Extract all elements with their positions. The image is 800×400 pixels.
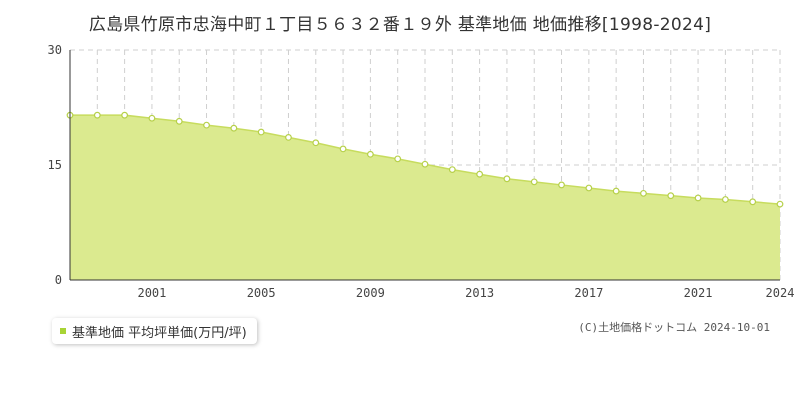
data-point [585,184,593,192]
x-tick-label: 2005 [247,286,276,300]
data-point [394,155,402,163]
data-point [203,121,210,129]
data-point [448,166,456,174]
x-tick-labels: 2001 2005 2009 2013 2017 2021 2024 [137,286,794,300]
data-point [421,160,429,168]
x-tick-label: 2017 [574,286,603,300]
legend-label: 基準地価 平均坪単価(万円/坪) [72,325,247,341]
y-tick-labels: 0 15 30 [48,43,62,287]
legend: 基準地価 平均坪単価(万円/坪) [52,318,257,344]
data-point [366,150,374,158]
data-point [612,187,620,195]
series-area [70,115,780,281]
data-point [667,192,675,200]
data-point [230,124,238,132]
data-point [339,145,347,153]
y-tick-label: 15 [48,158,62,172]
data-point [312,139,320,147]
x-tick-label: 2021 [684,286,713,300]
data-point [749,198,757,206]
data-point [776,200,784,208]
legend-swatch [60,328,66,334]
axes [69,50,780,281]
chart-title: 広島県竹原市忠海中町１丁目５６３２番１９外 基準地価 地価推移[1998-202… [88,15,712,35]
data-point [476,170,484,178]
data-point [285,133,292,141]
data-point [148,114,156,122]
x-tick-label: 2009 [356,286,385,300]
copyright-text: (C)土地価格ドットコム 2024-10-01 [578,321,770,334]
data-point [503,175,511,183]
data-point [175,117,183,125]
data-point [257,128,265,136]
y-tick-label: 30 [48,43,62,57]
x-tick-label: 2013 [465,286,494,300]
data-point [640,189,647,197]
x-tick-label: 2024 [766,286,795,300]
data-point [121,111,129,119]
x-tick-label: 2001 [137,286,166,300]
data-point [694,194,702,202]
data-point [558,181,565,189]
data-point [721,196,729,203]
data-point [530,178,538,186]
y-tick-label: 0 [55,273,62,287]
data-point [93,111,101,119]
